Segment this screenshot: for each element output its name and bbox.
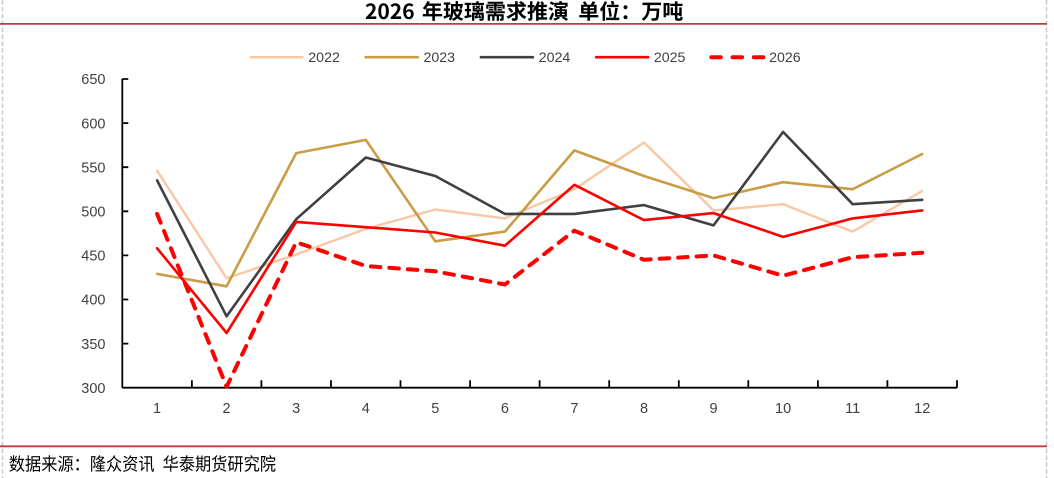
svg-text:2022: 2022: [308, 50, 340, 66]
svg-text:12: 12: [914, 401, 930, 417]
svg-text:2026: 2026: [769, 50, 801, 66]
svg-text:2: 2: [223, 401, 231, 417]
svg-text:4: 4: [362, 401, 370, 417]
svg-text:300: 300: [81, 381, 105, 397]
svg-text:11: 11: [845, 401, 860, 417]
svg-text:7: 7: [570, 401, 578, 417]
svg-text:8: 8: [640, 401, 648, 417]
svg-text:550: 550: [81, 160, 105, 176]
svg-text:350: 350: [81, 337, 105, 353]
svg-text:450: 450: [81, 249, 105, 265]
svg-text:500: 500: [81, 205, 105, 221]
svg-text:10: 10: [775, 401, 791, 417]
svg-text:650: 650: [81, 72, 105, 88]
svg-text:5: 5: [431, 401, 439, 417]
svg-text:600: 600: [81, 116, 105, 132]
svg-text:1: 1: [153, 401, 161, 417]
svg-text:9: 9: [709, 401, 717, 417]
svg-text:2025: 2025: [654, 50, 686, 66]
svg-text:6: 6: [501, 401, 509, 417]
svg-text:3: 3: [292, 401, 300, 417]
svg-text:400: 400: [81, 293, 105, 309]
svg-text:2023: 2023: [424, 50, 456, 66]
svg-text:2024: 2024: [539, 50, 571, 66]
